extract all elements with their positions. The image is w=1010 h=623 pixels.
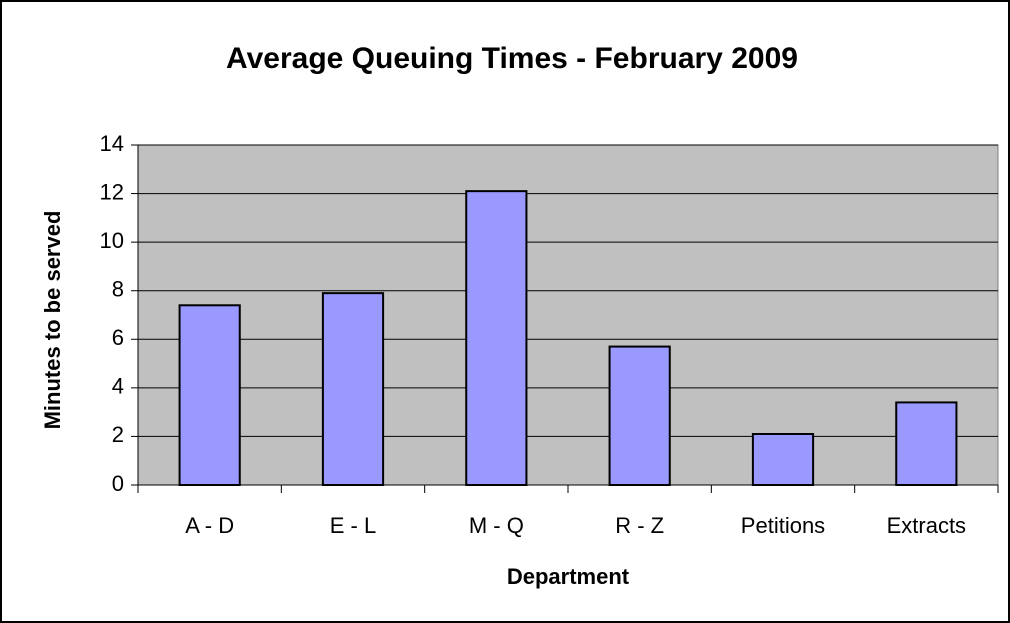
x-tick-label: Petitions [741, 513, 825, 538]
bar [465, 190, 528, 486]
x-tick-label: M - Q [469, 513, 524, 538]
bar [321, 292, 385, 486]
y-tick-label: 14 [100, 131, 124, 156]
chart-title: Average Queuing Times - February 2009 [226, 42, 798, 75]
x-tick-label: E - L [330, 513, 376, 538]
bar [178, 304, 241, 486]
x-tick-label: R - Z [615, 513, 664, 538]
y-tick-label: 6 [112, 325, 124, 350]
y-tick-label: 12 [100, 179, 124, 204]
bar [895, 401, 958, 486]
y-axis-label: Minutes to be served [40, 211, 65, 430]
y-tick-label: 8 [112, 277, 124, 302]
bar [751, 433, 815, 486]
y-tick-label: 4 [112, 374, 124, 399]
x-axis-label: Department [507, 564, 630, 589]
x-tick-label: A - D [185, 513, 234, 538]
bar [608, 345, 671, 487]
plot-area [137, 144, 999, 486]
y-tick-label: 2 [112, 422, 124, 447]
y-tick-label: 0 [112, 471, 124, 496]
y-tick-label: 10 [100, 228, 124, 253]
x-tick-label: Extracts [887, 513, 966, 538]
